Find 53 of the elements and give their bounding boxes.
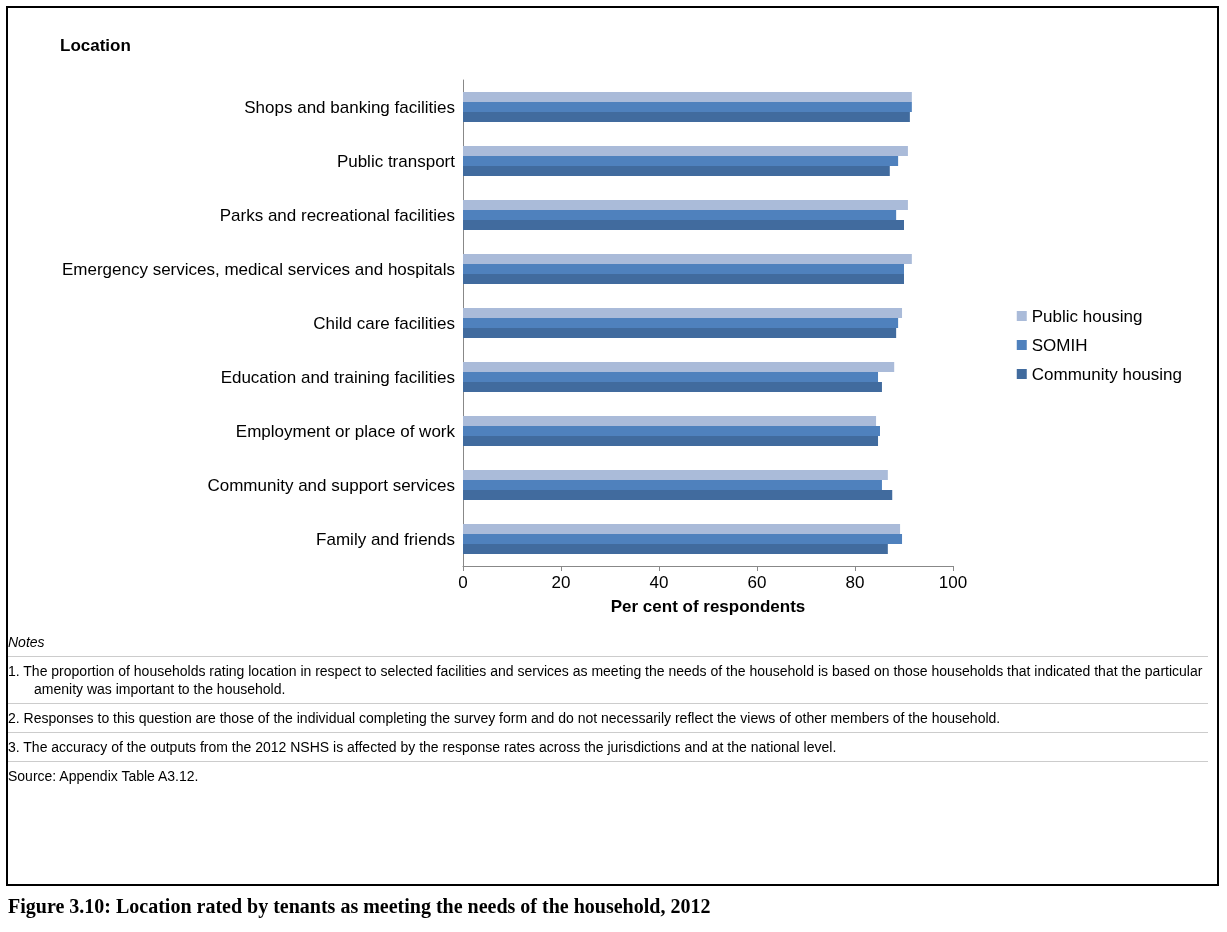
- bar: [463, 317, 899, 329]
- bar: [463, 523, 901, 534]
- bar: [463, 112, 910, 123]
- bar: [463, 199, 908, 210]
- bar: [463, 253, 912, 264]
- text: Figure 3.10: Location rated by tenants as meeting the needs of the household, 2012: [8, 895, 711, 918]
- text: 2. Responses to this question are those of the individual completing the survey form and do not necessarily reflect the views of other members of the household.: [8, 703, 1208, 732]
- bar: [463, 155, 899, 167]
- text: Location: [60, 36, 131, 56]
- bar: [463, 220, 904, 231]
- bar: [463, 361, 895, 372]
- text: 3. The accuracy of the outputs from the 2012 NSHS is affected by the response rates across the jurisdictions and at the national level.: [8, 732, 1208, 761]
- y-tick-label: Public transport: [336, 151, 456, 171]
- legend-label: Community housing: [1031, 364, 1183, 384]
- bar: [463, 91, 912, 102]
- y-tick-label: Family and friends: [316, 529, 455, 549]
- y-tick-label: Emergency services, medical services and hospitals: [61, 259, 455, 279]
- bar: [463, 166, 890, 177]
- y-tick-label: Child care facilities: [313, 313, 455, 333]
- bar: [463, 371, 879, 383]
- bar: [463, 436, 879, 447]
- bar: [463, 328, 897, 339]
- x-tick-label: 40: [649, 573, 669, 592]
- source-note: Source: Appendix Table A3.12.: [8, 761, 1208, 790]
- bar: [463, 263, 904, 275]
- bar: [463, 479, 882, 491]
- y-tick-label: Shops and banking facilities: [244, 97, 455, 117]
- bar: [463, 490, 893, 501]
- bar: [463, 533, 903, 545]
- bar: [463, 415, 877, 426]
- bar: [463, 145, 908, 156]
- legend-label: SOMIH: [1031, 335, 1088, 355]
- bar: [463, 209, 897, 221]
- bar: [463, 101, 912, 113]
- x-axis-title: Per cent of respondents: [610, 597, 806, 616]
- text: Notes: [8, 633, 46, 652]
- x-tick-label: 80: [845, 573, 865, 592]
- y-tick-label: Education and training facilities: [220, 367, 455, 387]
- bar: [463, 425, 880, 437]
- bar: [463, 469, 888, 480]
- text: 1. The proportion of households rating location in respect to selected facilities and services as meeting the needs of the household is based on those households that indicated that the particular amenity was important to the household.: [8, 656, 1208, 703]
- bar: [463, 382, 882, 393]
- y-tick-label: Employment or place of work: [235, 421, 456, 441]
- x-tick-label: 20: [551, 573, 571, 592]
- y-tick-label: Parks and recreational facilities: [219, 205, 455, 225]
- bar: [463, 307, 903, 318]
- x-tick-label: 100: [938, 573, 968, 592]
- x-tick-label: 60: [747, 573, 767, 592]
- x-tick-label: 0: [458, 573, 468, 592]
- bar: [463, 544, 888, 555]
- bar: [463, 274, 904, 285]
- y-tick-label: Community and support services: [207, 475, 455, 495]
- legend-label: Public housing: [1031, 306, 1143, 326]
